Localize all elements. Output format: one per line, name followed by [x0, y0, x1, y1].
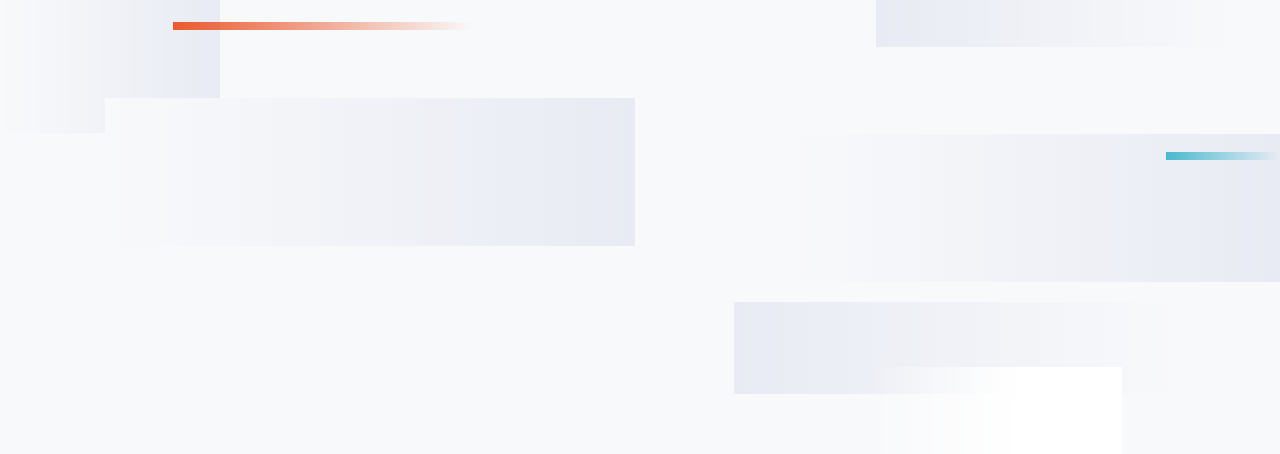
- white-highlight-panel: [870, 367, 1122, 454]
- teal-accent-bar: [1166, 152, 1280, 160]
- gradient-panel-top-right: [876, 0, 1236, 47]
- gradient-panel-mid-left: [105, 98, 635, 246]
- orange-accent-bar: [173, 22, 473, 30]
